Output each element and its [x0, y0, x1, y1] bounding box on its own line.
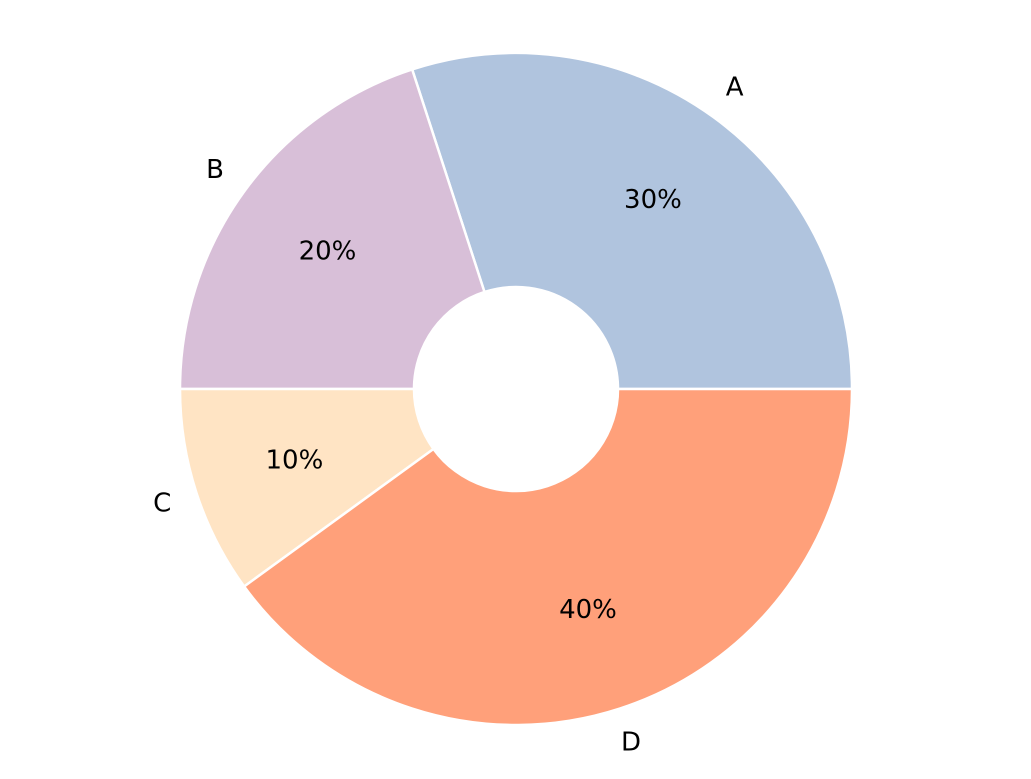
category-label-c: C	[153, 488, 171, 518]
percent-label-d: 40%	[559, 595, 617, 625]
category-label-b: B	[206, 155, 224, 185]
category-label-a: A	[726, 73, 744, 103]
percent-label-b: 20%	[299, 237, 357, 267]
labels-layer: 30% A 20% B 10% C 40% D	[153, 73, 744, 758]
wedge-a	[410, 51, 854, 391]
percent-label-c: 10%	[266, 446, 324, 476]
percent-label-a: 30%	[624, 185, 682, 215]
wedge-c	[178, 387, 435, 588]
wedge-b	[178, 68, 486, 391]
category-label-d: D	[621, 727, 641, 757]
wedge-d	[242, 387, 854, 727]
wedges-layer	[178, 51, 854, 727]
